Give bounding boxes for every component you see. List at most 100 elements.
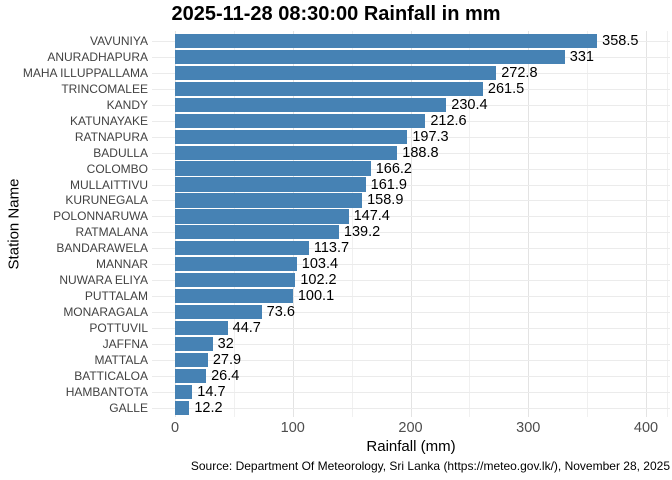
y-axis-label: BADULLA [93,145,148,160]
y-axis-label: MATTALA [94,352,148,367]
bar [175,97,447,112]
y-axis-label: MONARAGALA [63,305,148,320]
bar-value-label: 197.3 [412,128,449,145]
category-gridline [152,312,670,314]
category-gridline [152,407,670,409]
x-axis-tick-label: 200 [398,420,423,436]
bar-value-label: 166.2 [375,160,412,177]
x-axis-tick-label: 0 [170,420,180,436]
bar-value-label: 113.7 [313,240,350,257]
bar [175,241,309,256]
y-axis-label: KURUNEGALA [65,193,148,208]
major-gridline [646,31,647,417]
major-gridline [292,31,294,417]
category-gridline [152,328,670,330]
bar [175,225,339,240]
bar-value-label: 12.2 [194,399,223,416]
category-gridline [152,344,670,346]
bar [175,273,296,288]
bar-value-label: 44.7 [232,320,261,337]
bar-value-label: 161.9 [370,176,407,193]
bar-value-label: 261.5 [487,80,525,97]
bar-value-label: 139.2 [343,224,381,241]
y-axis-label: JAFFNA [102,337,148,352]
source-caption: Source: Department Of Meteorology, Sri L… [190,459,670,473]
bar [175,400,190,415]
x-axis-tick-label: 400 [633,420,659,436]
y-axis-label: PUTTALAM [84,289,148,304]
plot-panel: 358.5 331 272.8 261.5 230.4 212.6 197.3 188.8 16… [152,31,670,417]
category-gridline [152,359,670,361]
bar-value-label: 230.4 [451,96,488,113]
minor-gridline [351,31,353,417]
category-gridline [152,152,670,154]
category-gridline [152,248,670,250]
bar [175,145,398,160]
bar [175,33,598,49]
y-axis-label: MAHA ILLUPPALLAMA [22,65,148,80]
bar [175,336,213,352]
y-axis-label: MANNAR [95,257,148,272]
bar [175,161,371,176]
y-axis-label: RATMALANA [75,225,148,240]
y-axis-label: KANDY [106,97,148,112]
bar-value-label: 100.1 [297,288,335,305]
y-axis-label: POLONNARUWA [53,209,148,224]
y-axis-label: GALLE [109,400,148,415]
bar-value-label: 26.4 [211,367,240,384]
bar-value-label: 103.4 [301,256,339,273]
x-axis-tick-label: 300 [516,420,541,436]
y-axis-labels: VAVUNIYA ANURADHAPURA MAHA ILLUPPALLAMA TRI… [0,31,148,417]
panel-edge-line [667,31,668,417]
bar-value-label: 331 [569,48,594,65]
category-gridline [152,280,670,282]
category-gridline [152,264,670,266]
y-axis-label: RATNAPURA [74,129,148,144]
y-axis-label: POTTUVIL [89,321,148,336]
bar [175,129,408,144]
minor-gridline [233,31,235,417]
x-axis-tick-label: 100 [280,420,305,436]
bar-value-label: 14.7 [197,383,226,400]
bar-value-label: 27.9 [212,351,242,368]
major-gridline [528,31,530,417]
bar [175,193,363,208]
y-axis-label: NUWARA ELIYA [59,273,148,288]
bar [175,384,193,399]
bar [175,65,497,80]
bar-value-label: 32 [217,336,234,353]
minor-gridline [469,31,471,417]
bar-value-label: 188.8 [402,144,439,161]
bar-value-label: 147.4 [353,208,390,225]
category-gridline [152,136,670,138]
y-axis-label: HAMBANTOTA [65,384,148,399]
y-axis-label: ANURADHAPURA [47,49,148,64]
bar [175,177,366,192]
y-axis-label: TRINCOMALEE [61,81,148,96]
bar [175,209,349,224]
category-gridline [152,375,670,377]
bar [175,81,483,96]
bar-value-label: 272.8 [501,64,538,81]
y-axis-label: VAVUNIYA [89,33,148,48]
y-axis-label: MULLAITTIVU [69,177,148,192]
bar [175,49,565,64]
y-axis-label: BANDARAWELA [56,241,148,256]
bar-value-label: 73.6 [266,304,295,321]
category-gridline [152,216,670,218]
y-axis-label: COLOMBO [86,161,148,176]
category-gridline [152,184,670,186]
bar [175,320,228,336]
bar-value-label: 102.2 [300,272,337,289]
bar [175,368,207,383]
bar [175,257,297,272]
bar-value-label: 358.5 [602,32,639,49]
category-gridline [152,200,670,202]
bar [175,113,426,128]
y-axis-label: KATUNAYAKE [69,113,148,128]
category-gridline [152,232,670,234]
category-gridline [152,391,670,393]
category-gridline [152,296,670,298]
x-axis-title: Rainfall (mm) [366,438,456,455]
